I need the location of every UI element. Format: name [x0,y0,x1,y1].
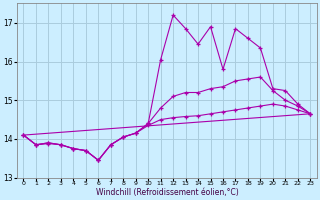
X-axis label: Windchill (Refroidissement éolien,°C): Windchill (Refroidissement éolien,°C) [96,188,238,197]
